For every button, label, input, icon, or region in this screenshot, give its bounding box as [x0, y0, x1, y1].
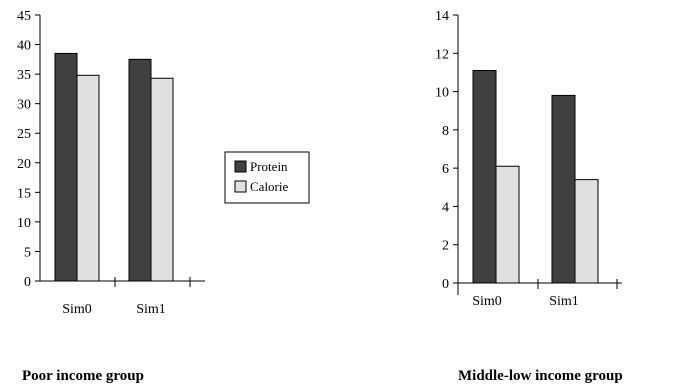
y-tick-label: 10: [17, 216, 31, 231]
y-tick-label: 35: [17, 68, 31, 83]
y-tick-label: 20: [17, 157, 31, 172]
y-tick-label: 45: [17, 9, 31, 24]
y-tick-label: 4: [442, 200, 449, 215]
y-tick-label: 15: [17, 186, 31, 201]
x-category-label: Sim1: [549, 294, 579, 309]
y-tick-label: 8: [442, 124, 449, 139]
legend-swatch-protein: [234, 160, 247, 173]
legend-label-calorie: Calorie: [250, 179, 288, 194]
bar-protein-sim1: [551, 94, 576, 284]
x-category-label: Sim1: [136, 302, 166, 317]
y-tick-label: 0: [24, 275, 31, 290]
y-tick-label: 14: [435, 9, 449, 24]
bar-calorie-sim0: [495, 165, 520, 284]
right-chart-caption: Middle-low income group: [458, 368, 623, 384]
bar-protein-sim1: [128, 58, 152, 282]
x-category-label: Sim0: [62, 302, 92, 317]
legend: Protein Calorie: [224, 151, 310, 204]
y-tick-label: 12: [435, 47, 449, 62]
y-tick-label: 40: [17, 39, 31, 54]
middle-low-income-chart: 0 2 4 6 8 10 12 14 Sim0 Sim1: [435, 9, 622, 309]
bar-calorie-sim0: [76, 74, 100, 282]
bar-calorie-sim1: [574, 179, 599, 284]
poor-income-chart: 0 5 10 15 20 25 30 35 40 45 Sim0 Sim1: [17, 9, 205, 317]
bar-protein-sim0: [472, 70, 497, 284]
y-tick-label: 25: [17, 127, 31, 142]
y-tick-label: 5: [24, 245, 31, 260]
left-chart-caption: Poor income group: [22, 368, 144, 384]
bar-protein-sim0: [54, 52, 78, 282]
legend-swatch-calorie: [234, 180, 247, 193]
y-tick-label: 6: [442, 162, 449, 177]
y-tick-label: 2: [442, 239, 449, 254]
y-tick-label: 30: [17, 98, 31, 113]
y-tick-label: 0: [442, 277, 449, 292]
legend-label-protein: Protein: [250, 159, 288, 174]
x-category-label: Sim0: [472, 294, 502, 309]
y-tick-label: 10: [435, 86, 449, 101]
bar-calorie-sim1: [150, 77, 174, 282]
